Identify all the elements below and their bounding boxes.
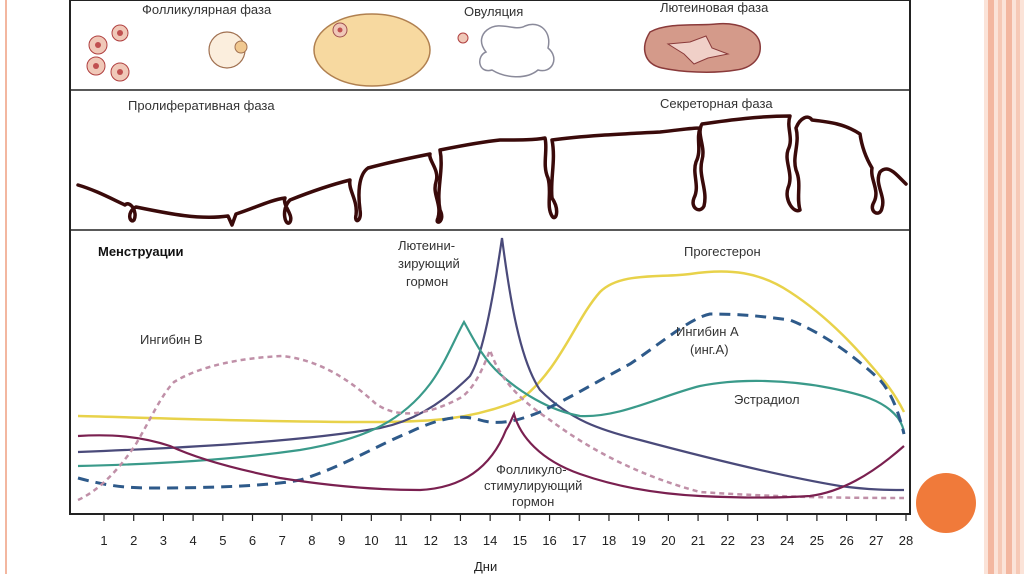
label-fsh-line1: Фолликуло-: [496, 462, 567, 477]
label-inhibin-b: Ингибин В: [140, 332, 203, 347]
label-lh-line1: Лютеини-: [398, 238, 455, 253]
estradiol-curve: [77, 319, 906, 468]
x-tick-label: 17: [572, 533, 586, 548]
x-tick-label: 25: [810, 533, 824, 548]
x-tick-label: 2: [130, 533, 137, 548]
diagram-frame: [69, 0, 911, 515]
label-menstruation: Менструации: [98, 244, 184, 259]
follicles-group: [86, 13, 431, 87]
label-inhibin-a-line2: (инг.А): [690, 342, 729, 357]
x-axis-label: Дни: [474, 559, 497, 574]
label-progesterone: Прогестерон: [684, 244, 761, 259]
x-tick-label: 24: [780, 533, 794, 548]
label-estradiol: Эстрадиол: [734, 392, 800, 407]
progesterone-curve: [77, 270, 906, 424]
x-tick-label: 15: [513, 533, 527, 548]
fsh-curve: [77, 410, 905, 499]
label-fsh-line2: стимулирующий: [484, 478, 582, 493]
x-tick-label: 28: [899, 533, 913, 548]
x-tick-label: 3: [160, 533, 167, 548]
label-secretory-phase: Секреторная фаза: [660, 96, 773, 111]
label-fsh-line3: гормон: [512, 494, 554, 509]
x-tick-label: 4: [189, 533, 196, 548]
label-lh-line3: гормон: [406, 274, 448, 289]
label-inhibin-a-line1: Ингибин А: [676, 324, 739, 339]
x-tick-label: 5: [219, 533, 226, 548]
x-tick-label: 13: [453, 533, 467, 548]
x-tick-label: 12: [424, 533, 438, 548]
ovulation-group: [457, 23, 555, 78]
label-follicular-phase: Фолликулярная фаза: [142, 2, 272, 17]
label-proliferative-phase: Пролиферативная фаза: [128, 98, 275, 113]
label-lh-line2: зирующий: [398, 256, 460, 271]
label-luteal-phase: Лютеиновая фаза: [660, 0, 769, 15]
x-tick-label: 23: [750, 533, 764, 548]
x-tick-label: 6: [249, 533, 256, 548]
x-tick-label: 26: [839, 533, 853, 548]
x-tick-label: 27: [869, 533, 883, 548]
inhibin-b-curve: [77, 346, 905, 502]
slide-accent-circle[interactable]: [916, 473, 976, 533]
x-tick-label: 11: [394, 533, 408, 548]
x-tick-label: 7: [279, 533, 286, 548]
x-tick-label: 22: [721, 533, 735, 548]
x-tick-label: 14: [483, 533, 497, 548]
x-tick-label: 10: [364, 533, 378, 548]
lh-curve: [77, 237, 905, 492]
x-tick-label: 8: [308, 533, 315, 548]
x-tick-label: 19: [631, 533, 645, 548]
endometrium-line: [76, 114, 908, 227]
corpus-luteum: [643, 22, 761, 73]
inhibin-a-curve: [77, 312, 906, 490]
x-tick-label: 21: [691, 533, 705, 548]
x-tick-label: 1: [100, 533, 107, 548]
x-tick-label: 9: [338, 533, 345, 548]
x-axis-ticks: 1 2 3 4 5 6 7 8 9 10 11 12 13 14 15 16 17 18 19 20 21 22 23 24 2…: [100, 514, 913, 548]
decorative-stripes: [984, 0, 1024, 574]
x-tick-label: 18: [602, 533, 616, 548]
x-tick-label: 20: [661, 533, 675, 548]
x-tick-label: 16: [542, 533, 556, 548]
label-ovulation: Овуляция: [464, 4, 523, 19]
